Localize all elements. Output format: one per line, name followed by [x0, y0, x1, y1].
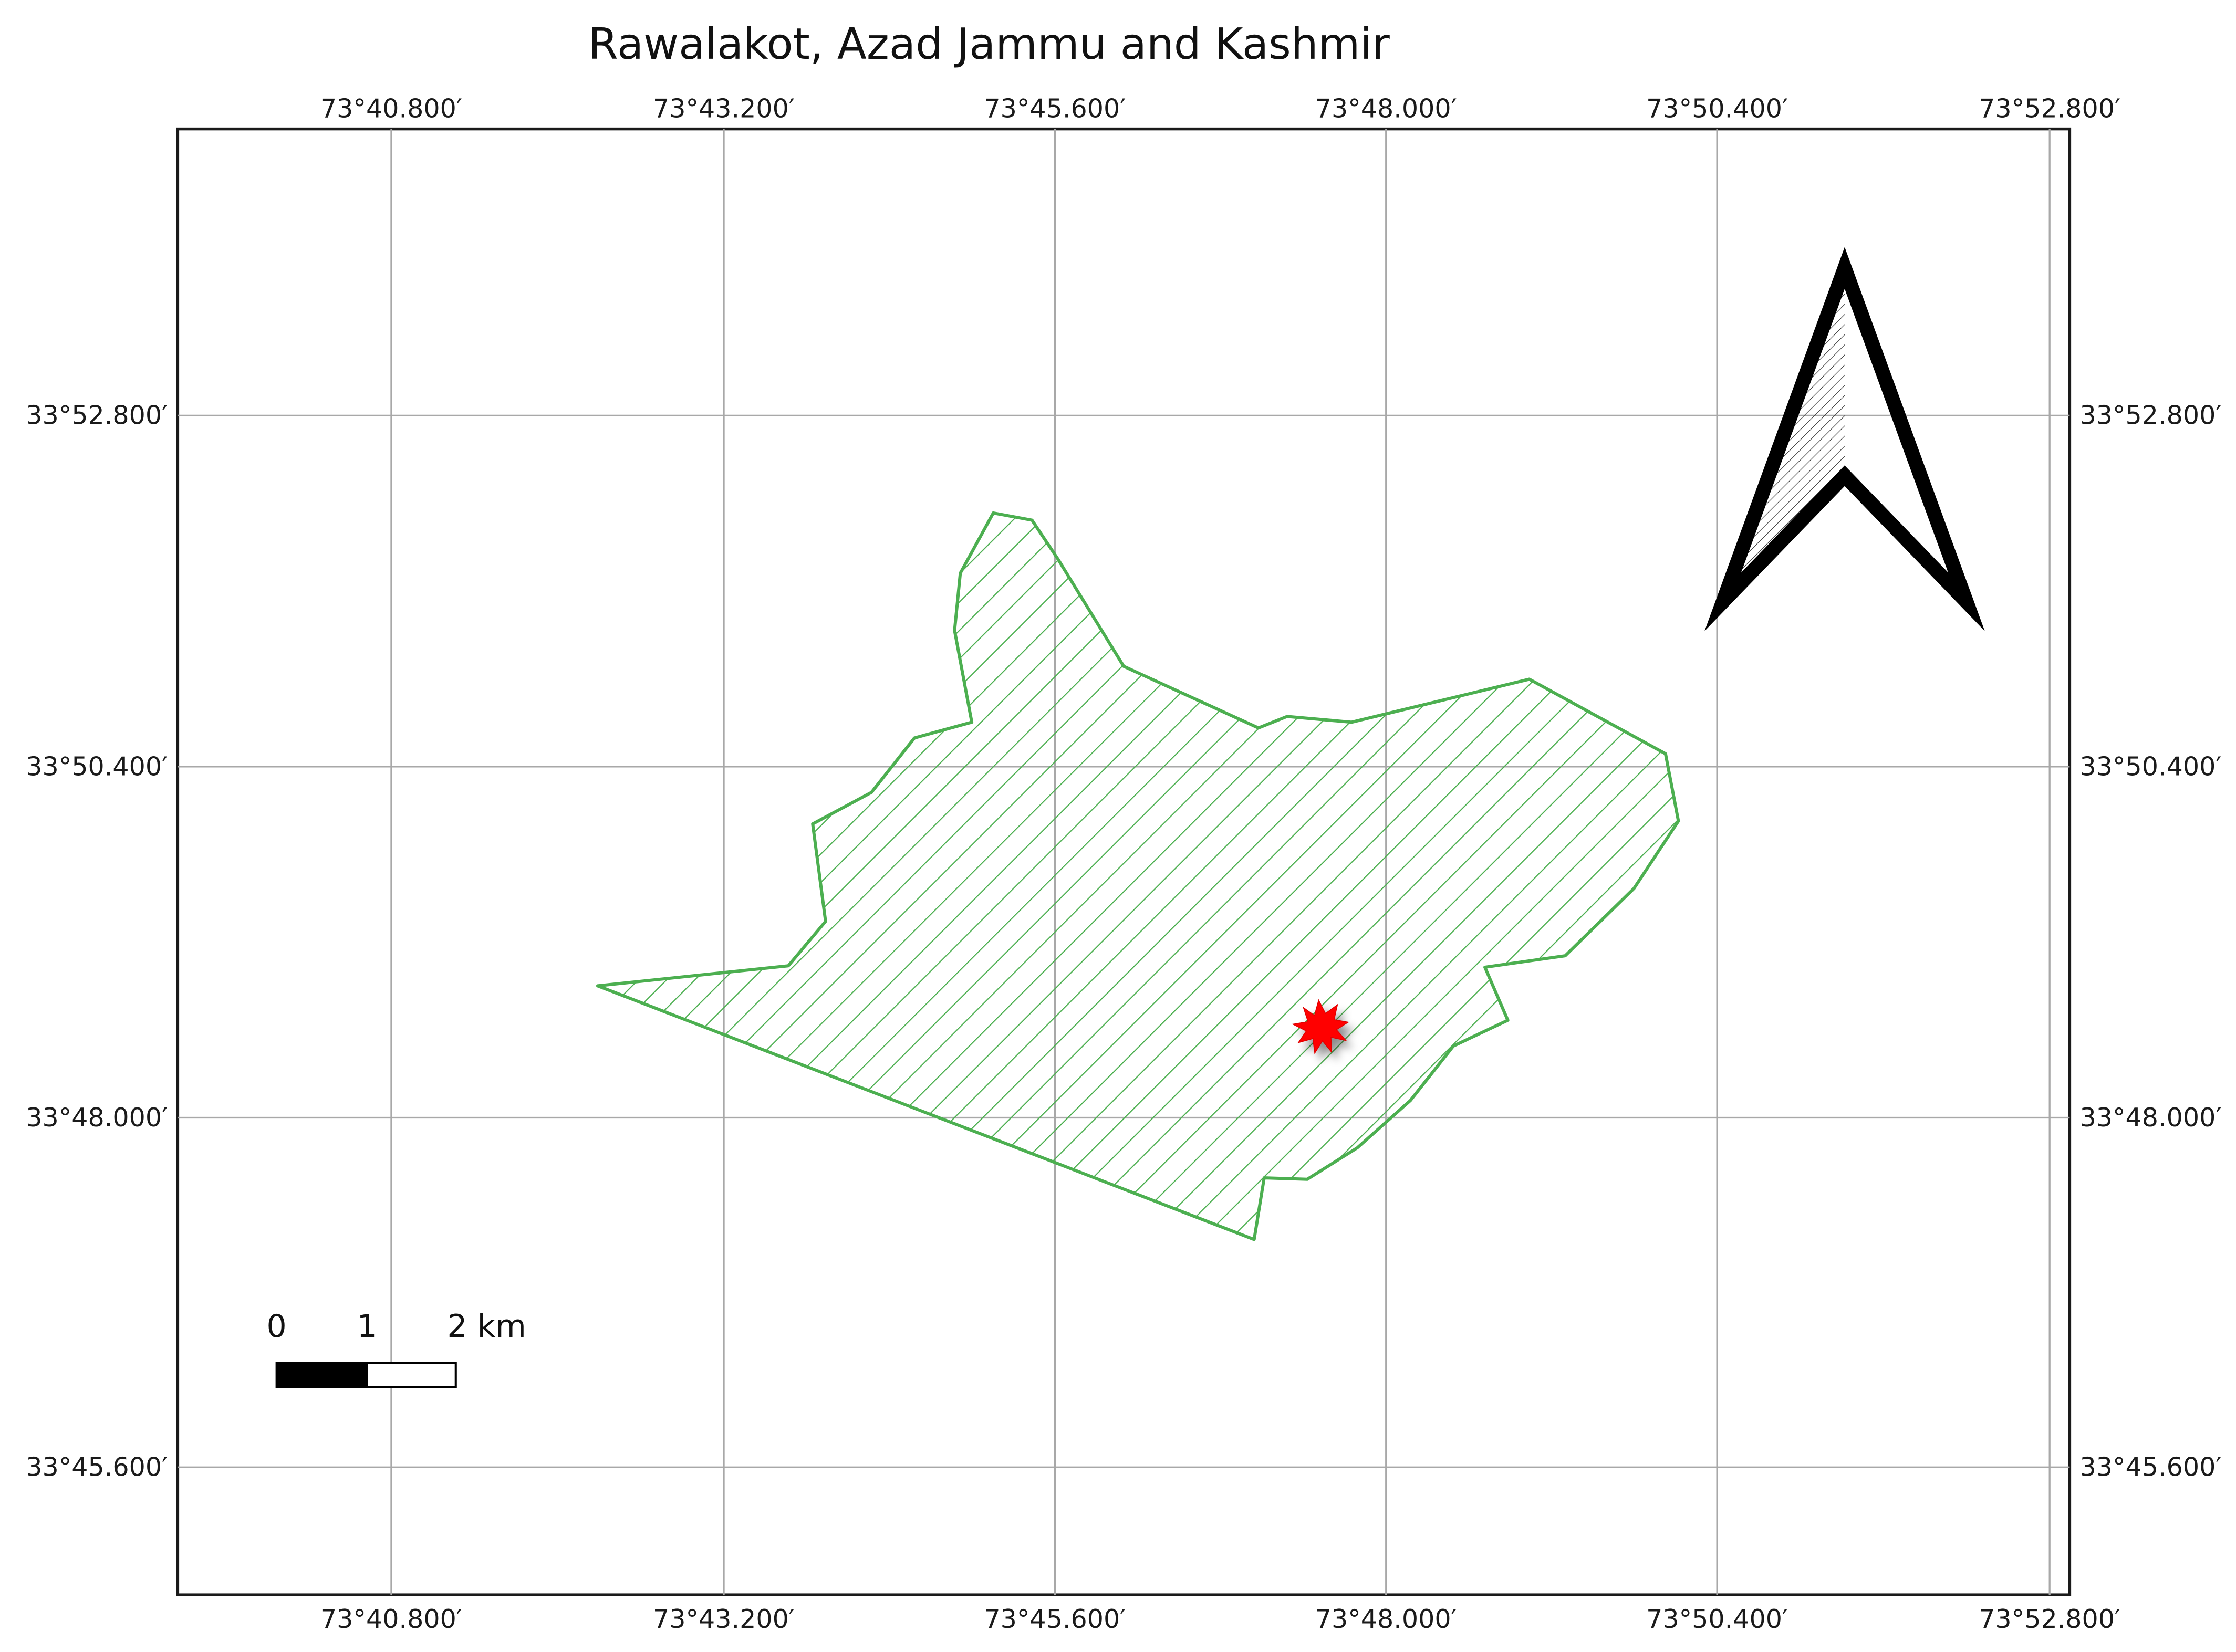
lat-label-left: 33°52.800′	[26, 400, 168, 431]
scale-label-1: 1	[357, 1308, 377, 1345]
lon-label-bottom: 73°52.800′	[1979, 1604, 2120, 1634]
longitude-labels-bottom: 73°40.800′ 73°43.200′ 73°45.600′ 73°48.0…	[320, 1604, 2120, 1634]
study-area-boundary	[596, 511, 1680, 1241]
lat-label-left: 33°50.400′	[26, 751, 168, 781]
scale-label-2: 2 km	[447, 1308, 526, 1345]
lat-label-right: 33°50.400′	[2079, 751, 2221, 781]
lon-label-top: 73°50.400′	[1646, 93, 1788, 124]
lat-label-right: 33°52.800′	[2079, 400, 2221, 431]
scale-bar: 0 1 2 km	[267, 1308, 526, 1388]
longitude-labels-top: 73°40.800′ 73°43.200′ 73°45.600′ 73°48.0…	[320, 93, 2120, 124]
lon-label-top: 73°45.600′	[984, 93, 1126, 124]
latitude-labels-right: 33°52.800′ 33°50.400′ 33°48.000′ 33°45.6…	[2079, 400, 2221, 1482]
lat-label-left: 33°45.600′	[26, 1452, 168, 1482]
lon-label-top: 73°48.000′	[1315, 93, 1457, 124]
latitude-labels-left: 33°52.800′ 33°50.400′ 33°48.000′ 33°45.6…	[26, 400, 168, 1482]
lon-label-bottom: 73°45.600′	[984, 1604, 1126, 1634]
north-arrow-icon	[1704, 247, 1985, 631]
lon-label-bottom: 73°40.800′	[320, 1604, 462, 1634]
lat-label-left: 33°48.000′	[26, 1102, 168, 1133]
lon-label-top: 73°43.200′	[653, 93, 795, 124]
lon-label-top: 73°40.800′	[320, 93, 462, 124]
lat-label-right: 33°45.600′	[2079, 1452, 2221, 1482]
lon-label-bottom: 73°50.400′	[1646, 1604, 1788, 1634]
scale-bar-segment-black	[275, 1362, 368, 1388]
lon-label-bottom: 73°43.200′	[653, 1604, 795, 1634]
star-burst-icon	[1292, 999, 1349, 1054]
lon-label-bottom: 73°48.000′	[1315, 1604, 1457, 1634]
lat-label-right: 33°48.000′	[2079, 1102, 2221, 1133]
longitude-grid	[390, 129, 2051, 1595]
scale-bar-segment-white	[366, 1362, 457, 1388]
scale-label-0: 0	[267, 1308, 287, 1345]
map-title: Rawalakot, Azad Jammu and Kashmir	[588, 19, 1390, 69]
lon-label-top: 73°52.800′	[1979, 93, 2120, 124]
